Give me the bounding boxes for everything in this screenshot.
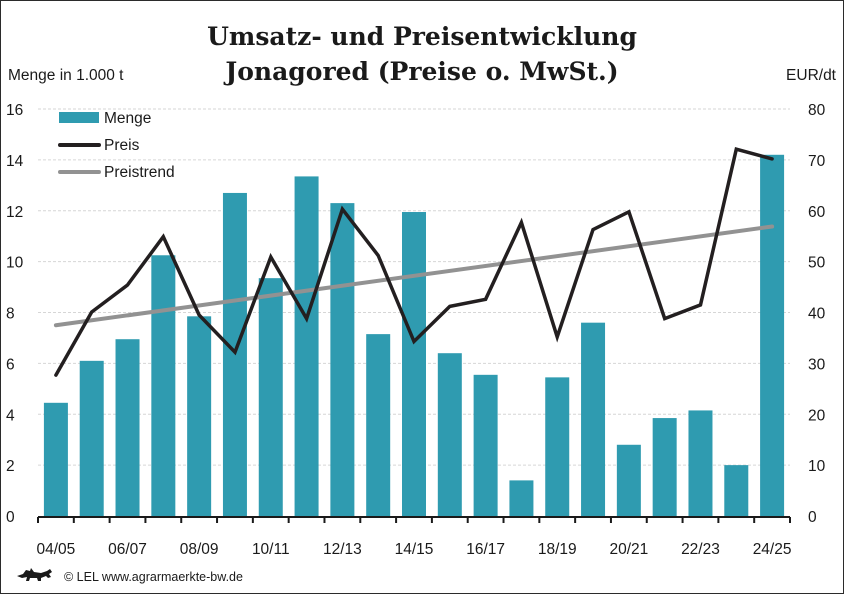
footer-copyright: © LEL www.agrarmaerkte-bw.de (64, 570, 243, 584)
y-right-tick-label: 50 (808, 255, 826, 272)
y-left-tick-label: 6 (6, 356, 15, 373)
bar-menge (473, 374, 498, 516)
y-right-tick-label: 20 (808, 407, 826, 424)
bar-menge (43, 402, 68, 516)
bar-menge (545, 377, 570, 516)
y-axis-right-label: EUR/dt (786, 67, 837, 84)
x-tick-label: 12/13 (323, 541, 362, 558)
bar-menge (509, 480, 534, 516)
y-right-tick-label: 80 (808, 102, 826, 119)
y-axis-left-label: Menge in 1.000 t (8, 67, 124, 84)
lion-emblem-icon (17, 568, 52, 581)
y-left-tick-label: 14 (6, 153, 24, 170)
y-left-tick-label: 8 (6, 306, 15, 323)
y-axis-left-ticks: 0 2 4 6 8 10 12 14 16 (6, 102, 24, 526)
bar-menge (258, 278, 283, 516)
bar-menge (402, 212, 426, 516)
x-tick-label: 08/09 (180, 541, 219, 558)
bar-menge (581, 322, 606, 516)
y-left-tick-label: 12 (6, 204, 23, 221)
y-right-tick-label: 0 (808, 509, 817, 526)
bar-menge (330, 203, 355, 516)
x-tick-label: 06/07 (108, 541, 147, 558)
y-right-tick-label: 30 (808, 356, 826, 373)
bars-menge (43, 154, 785, 517)
x-tick-label: 24/25 (753, 541, 792, 558)
bar-menge (437, 353, 462, 516)
y-left-tick-label: 2 (6, 458, 15, 475)
chart-title: Umsatz- und Preisentwicklung (207, 22, 637, 51)
bar-menge (724, 465, 749, 516)
legend-item-preis: Preis (58, 137, 140, 154)
bar-menge (115, 339, 140, 516)
x-tick-label: 20/21 (609, 541, 648, 558)
legend-label-preis: Preis (104, 137, 140, 154)
line-preis (54, 147, 774, 377)
y-left-tick-label: 16 (6, 102, 23, 119)
x-tick-label: 16/17 (466, 541, 505, 558)
x-tick-label: 22/23 (681, 541, 720, 558)
x-tick-label: 14/15 (395, 541, 434, 558)
bar-menge (79, 360, 104, 516)
footer: © LEL www.agrarmaerkte-bw.de (17, 568, 243, 584)
bar-menge (366, 334, 391, 516)
x-tick-label: 10/11 (252, 541, 290, 558)
y-left-tick-label: 4 (6, 407, 15, 424)
bar-menge (652, 418, 677, 516)
bar-menge (294, 176, 319, 517)
legend-item-menge: Menge (59, 110, 151, 127)
bar-menge (616, 444, 641, 516)
legend-label-menge: Menge (104, 110, 151, 127)
y-right-tick-label: 70 (808, 153, 826, 170)
legend-item-preistrend: Preistrend (58, 164, 175, 181)
bar-menge (151, 255, 176, 516)
x-tick-label: 18/19 (538, 541, 577, 558)
price-lines (53, 147, 775, 377)
y-right-tick-label: 10 (808, 458, 826, 475)
y-left-tick-label: 10 (6, 255, 24, 272)
legend-swatch-menge (59, 112, 99, 123)
x-tick-label: 04/05 (37, 541, 76, 558)
bar-menge (760, 154, 785, 516)
legend: Menge Preis Preistrend (58, 110, 175, 181)
y-axis-right-ticks: 0 10 20 30 40 50 60 70 80 (808, 102, 826, 526)
x-axis: 04/05 06/07 08/09 10/11 12/13 14/15 16/17 18/19… (37, 516, 792, 558)
y-right-tick-label: 60 (808, 204, 826, 221)
y-right-tick-label: 40 (808, 306, 826, 323)
y-left-tick-label: 0 (6, 509, 15, 526)
line-preistrend (53, 224, 775, 328)
bar-menge (187, 316, 212, 516)
bar-menge (688, 410, 713, 516)
legend-label-preistrend: Preistrend (104, 164, 175, 181)
chart-subtitle: Jonagored (Preise o. MwSt.) (223, 57, 618, 86)
